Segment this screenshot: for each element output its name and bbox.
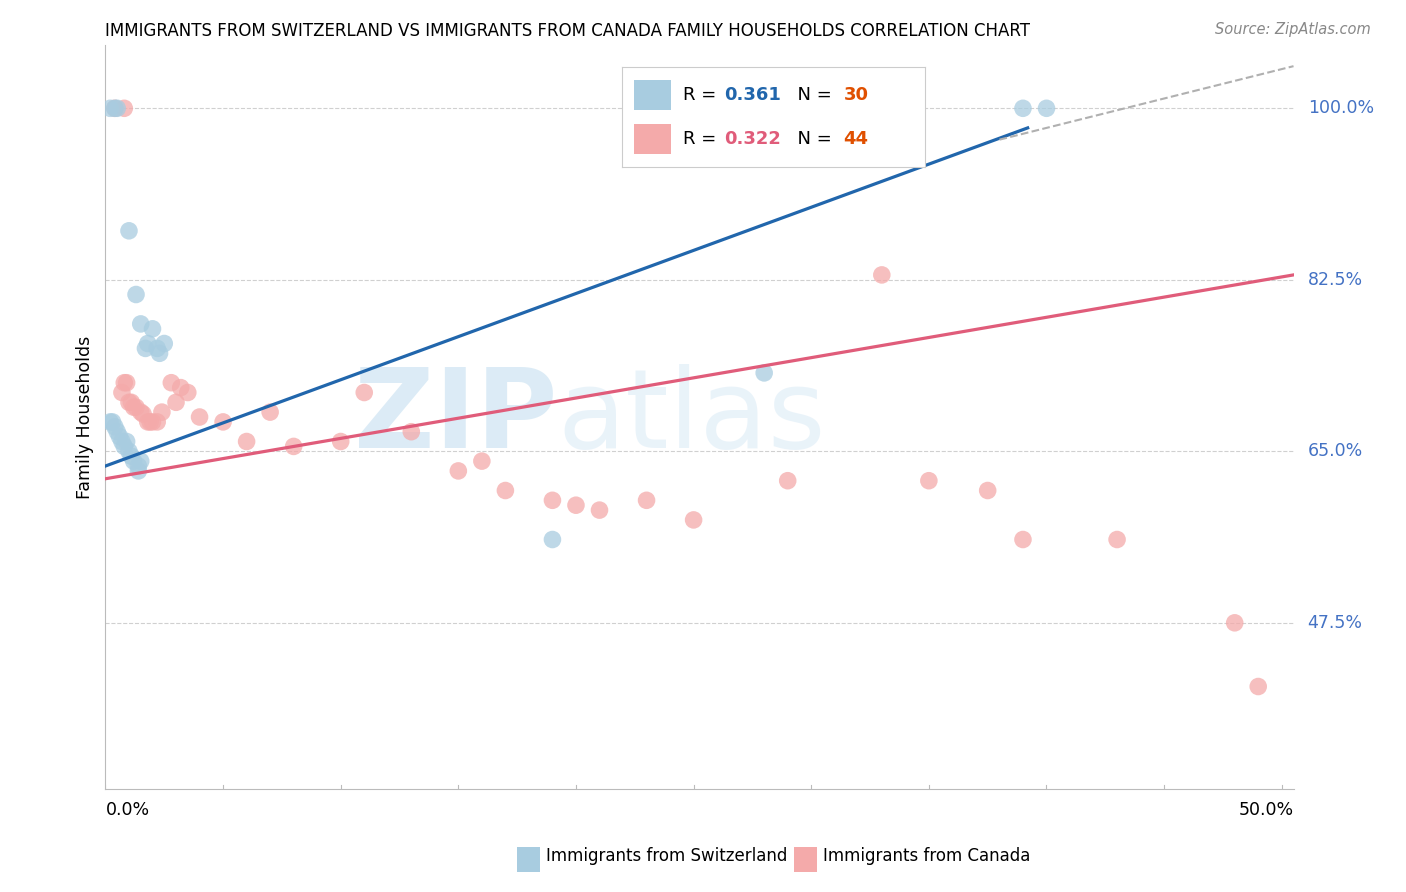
- Point: [134, 342, 156, 356]
- Point: [120, 395, 142, 409]
- Point: [104, 101, 127, 115]
- Point: [165, 395, 187, 409]
- Point: [447, 464, 470, 478]
- Text: 82.5%: 82.5%: [1308, 271, 1362, 289]
- Point: [918, 474, 941, 488]
- Text: 65.0%: 65.0%: [1308, 442, 1362, 460]
- Point: [283, 439, 305, 453]
- Point: [129, 405, 152, 419]
- Point: [98, 101, 121, 115]
- Point: [1247, 680, 1270, 694]
- Point: [150, 405, 173, 419]
- Point: [139, 415, 162, 429]
- Point: [125, 287, 148, 301]
- Point: [153, 336, 176, 351]
- Point: [112, 376, 135, 390]
- Point: [1223, 615, 1246, 630]
- Point: [112, 101, 135, 115]
- Point: [776, 474, 799, 488]
- Point: [329, 434, 352, 449]
- Point: [177, 385, 200, 400]
- Point: [127, 464, 149, 478]
- Point: [132, 407, 155, 421]
- Point: [122, 454, 145, 468]
- Point: [1012, 533, 1035, 547]
- Point: [122, 401, 145, 415]
- Point: [160, 376, 183, 390]
- Text: Immigrants from Canada: Immigrants from Canada: [823, 847, 1029, 865]
- Point: [870, 268, 893, 282]
- Point: [401, 425, 423, 439]
- Point: [148, 346, 170, 360]
- Point: [127, 458, 149, 473]
- Point: [636, 493, 658, 508]
- Point: [136, 336, 159, 351]
- Text: ZIP: ZIP: [353, 364, 557, 470]
- Text: atlas: atlas: [557, 364, 825, 470]
- Point: [115, 434, 138, 449]
- Point: [170, 381, 193, 395]
- Point: [494, 483, 516, 498]
- Point: [235, 434, 257, 449]
- Text: 100.0%: 100.0%: [1308, 99, 1374, 118]
- Point: [976, 483, 998, 498]
- Point: [118, 224, 141, 238]
- Text: IMMIGRANTS FROM SWITZERLAND VS IMMIGRANTS FROM CANADA FAMILY HOUSEHOLDS CORRELAT: IMMIGRANTS FROM SWITZERLAND VS IMMIGRANT…: [105, 22, 1031, 40]
- Point: [146, 415, 169, 429]
- Text: Source: ZipAtlas.com: Source: ZipAtlas.com: [1215, 22, 1371, 37]
- Point: [259, 405, 281, 419]
- Point: [754, 366, 776, 380]
- Point: [682, 513, 704, 527]
- Point: [105, 101, 128, 115]
- Point: [104, 419, 127, 434]
- Text: 50.0%: 50.0%: [1239, 801, 1294, 819]
- Point: [212, 415, 235, 429]
- Point: [146, 342, 169, 356]
- Point: [111, 385, 134, 400]
- Text: Immigrants from Switzerland: Immigrants from Switzerland: [546, 847, 787, 865]
- Point: [141, 322, 163, 336]
- Point: [541, 493, 564, 508]
- Point: [129, 454, 152, 468]
- Point: [1035, 101, 1057, 115]
- Point: [98, 415, 121, 429]
- Point: [112, 439, 135, 453]
- Point: [108, 429, 131, 443]
- Point: [1012, 101, 1035, 115]
- Point: [129, 317, 152, 331]
- Text: 47.5%: 47.5%: [1308, 614, 1362, 632]
- Point: [188, 409, 211, 424]
- Point: [471, 454, 494, 468]
- Point: [104, 101, 127, 115]
- Point: [105, 425, 128, 439]
- Point: [101, 415, 124, 429]
- Point: [125, 401, 148, 415]
- Point: [118, 444, 141, 458]
- Text: 0.0%: 0.0%: [105, 801, 149, 819]
- Point: [111, 434, 134, 449]
- Point: [1107, 533, 1129, 547]
- Point: [353, 385, 375, 400]
- Point: [588, 503, 610, 517]
- Point: [141, 415, 163, 429]
- Point: [120, 449, 142, 463]
- Point: [118, 395, 141, 409]
- Point: [115, 376, 138, 390]
- Point: [541, 533, 564, 547]
- Point: [136, 415, 159, 429]
- Y-axis label: Family Households: Family Households: [76, 335, 94, 499]
- Point: [565, 498, 588, 512]
